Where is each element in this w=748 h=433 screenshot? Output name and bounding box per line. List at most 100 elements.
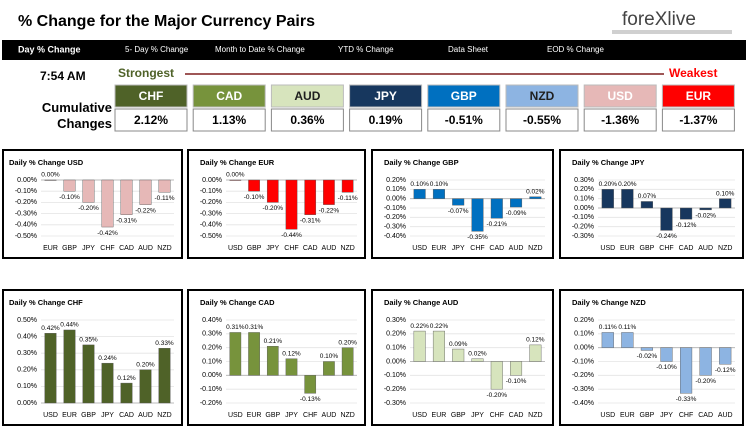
currency-header: [505, 84, 579, 108]
value-label: 0.00%: [41, 172, 60, 179]
value-label: -0.20%: [262, 205, 283, 212]
chart-title: Daily % Change USD: [9, 158, 84, 167]
value-label: -0.02%: [637, 353, 658, 360]
bar: [529, 196, 542, 199]
currency-value-box: [349, 108, 423, 132]
y-tick-label: 0.20%: [202, 345, 222, 352]
value-label: 0.11%: [618, 324, 636, 331]
y-tick-label: -0.30%: [572, 233, 594, 240]
x-tick-label: EUR: [432, 245, 447, 252]
x-tick-label: CAD: [698, 412, 713, 419]
bar: [452, 348, 465, 362]
y-tick-label: 0.40%: [17, 333, 37, 340]
value-label: 0.33%: [155, 340, 174, 347]
y-tick-label: 0.20%: [574, 186, 594, 193]
y-tick-label: -0.10%: [384, 205, 406, 212]
y-tick-label: -0.20%: [384, 386, 406, 393]
time: 7:54 AM: [40, 69, 86, 83]
currency-change: 0.36%: [290, 113, 324, 127]
x-tick-label: EUR: [247, 412, 262, 419]
currency-change: -1.36%: [601, 113, 639, 127]
currency-code: JPY: [374, 89, 397, 103]
bar: [471, 358, 484, 362]
bar: [660, 207, 673, 231]
bar: [158, 179, 171, 193]
y-tick-label: -0.20%: [15, 199, 37, 206]
value-label: 0.42%: [41, 325, 60, 332]
y-tick-label: -0.10%: [200, 188, 222, 195]
chart-frame: [559, 289, 744, 426]
y-tick-label: -0.30%: [200, 210, 222, 217]
x-tick-label: AUD: [322, 412, 337, 419]
value-label: -0.33%: [676, 396, 697, 403]
chart-title: Daily % Change CHF: [9, 298, 83, 307]
page-title: % Change for the Major Currency Pairs: [18, 13, 315, 30]
x-tick-label: GBP: [451, 412, 466, 419]
row-label: Cumulative Changes: [41, 100, 112, 131]
x-tick-label: EUR: [620, 412, 635, 419]
value-label: -0.21%: [486, 221, 507, 228]
bar: [452, 198, 465, 206]
currency-value-box: [583, 108, 657, 132]
y-tick-label: -0.50%: [15, 233, 37, 240]
currency-change: -1.37%: [679, 113, 717, 127]
y-tick-label: -0.30%: [15, 210, 37, 217]
currency-code: CAD: [216, 89, 242, 103]
x-tick-label: GBP: [265, 412, 280, 419]
x-tick-label: NZD: [528, 245, 542, 252]
bar: [304, 375, 317, 394]
currency-change: -0.55%: [523, 113, 561, 127]
x-tick-label: EUR: [432, 412, 447, 419]
logo: foreXlive: [622, 9, 696, 30]
bar: [719, 347, 732, 365]
value-label: 0.10%: [320, 353, 339, 360]
value-label: 0.44%: [60, 322, 79, 329]
currency-change: 1.13%: [212, 113, 246, 127]
bar: [63, 179, 76, 192]
bar: [601, 189, 614, 209]
y-tick-label: 0.30%: [17, 350, 37, 357]
value-label: 0.12%: [117, 375, 136, 382]
y-tick-label: 0.00%: [17, 177, 37, 184]
value-label: 0.20%: [338, 339, 357, 346]
bar: [471, 198, 484, 232]
bar: [101, 362, 114, 404]
value-label: 0.09%: [449, 341, 468, 348]
value-label: -0.10%: [59, 194, 80, 201]
bar: [266, 179, 279, 203]
chart: Daily % Change GBP 0.20% 0.10% 0.00% -0.10% -…: [371, 149, 554, 259]
y-tick-label: 0.30%: [202, 331, 222, 338]
bar: [341, 347, 354, 376]
y-tick-label: 0.00%: [202, 372, 222, 379]
bar: [621, 189, 634, 209]
x-tick-label: GBP: [640, 245, 655, 252]
chart-frame: [187, 149, 366, 259]
bar: [82, 179, 95, 203]
bar: [44, 179, 57, 181]
y-tick-label: 0.20%: [386, 177, 406, 184]
value-label: 0.10%: [716, 190, 735, 197]
chart: Daily % Change CAD 0.40% 0.30% 0.20% 0.10% 0.…: [187, 289, 366, 426]
x-tick-label: GBP: [62, 245, 77, 252]
bar: [621, 332, 634, 348]
chart-title: Daily % Change AUD: [384, 298, 459, 307]
y-tick-label: 0.50%: [17, 317, 37, 324]
bar: [341, 179, 354, 193]
bar: [285, 358, 298, 376]
y-tick-label: 0.10%: [574, 331, 594, 338]
y-tick-label: 0.00%: [202, 177, 222, 184]
bar: [413, 330, 426, 362]
x-tick-label: CHF: [659, 245, 673, 252]
x-tick-label: NZD: [157, 412, 171, 419]
value-label: 0.35%: [79, 337, 98, 344]
y-tick-label: 0.20%: [386, 331, 406, 338]
chart: Daily % Change CHF0.50%0.40%0.30%0.20%0.…: [2, 289, 183, 426]
x-tick-label: USD: [228, 245, 243, 252]
y-tick-label: -0.40%: [15, 222, 37, 229]
value-label: 0.20%: [618, 181, 637, 188]
x-tick-label: JPY: [660, 412, 673, 419]
currency-header: [661, 84, 735, 108]
y-tick-label: -0.10%: [15, 188, 37, 195]
bar: [660, 347, 673, 362]
x-tick-label: JPY: [82, 245, 95, 252]
